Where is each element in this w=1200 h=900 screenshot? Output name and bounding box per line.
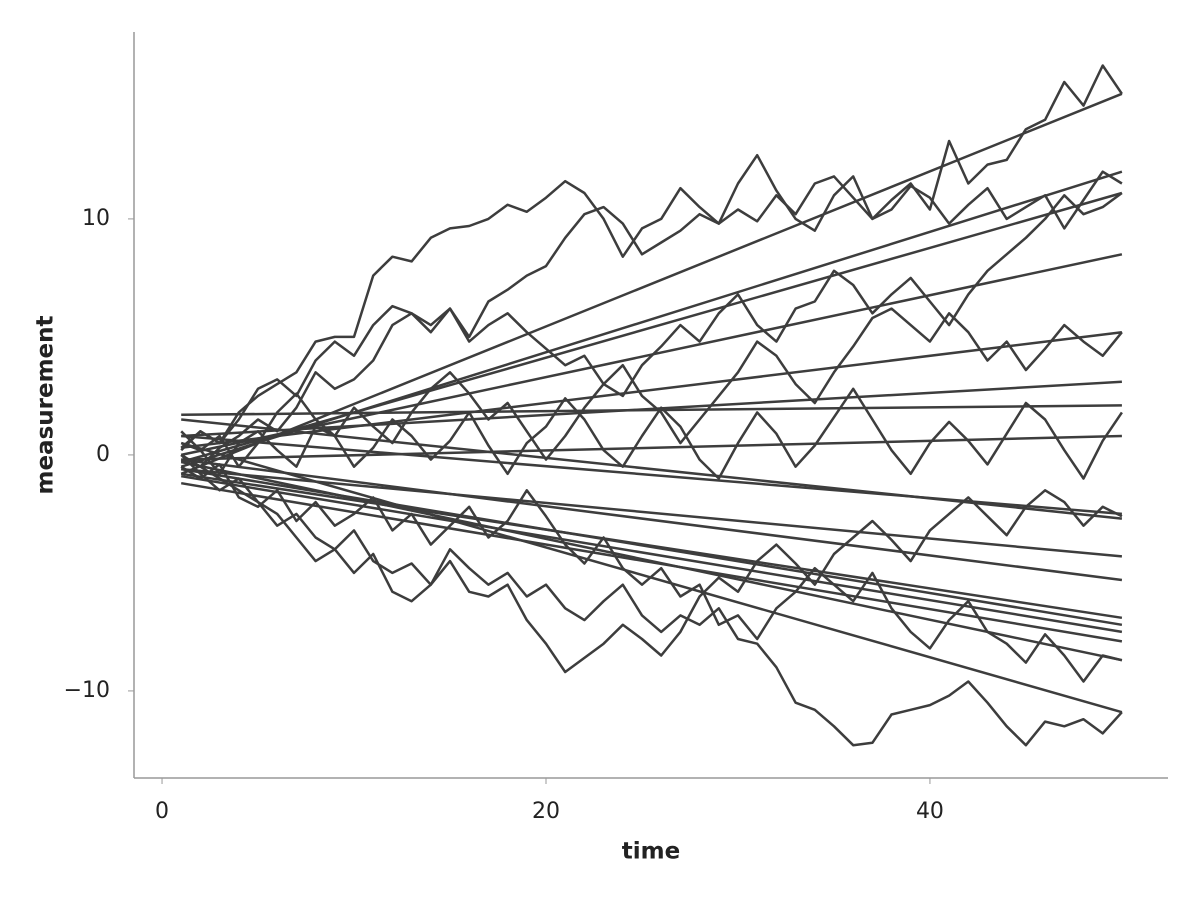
fit-line (180, 191, 1123, 464)
y-tick-label: 10 (82, 206, 110, 231)
x-tick-label: 40 (916, 799, 944, 824)
series-line (180, 170, 1123, 452)
series-line (180, 453, 1123, 747)
fit-line (181, 330, 1123, 450)
series-line (180, 191, 1123, 449)
fit-line (181, 467, 1123, 558)
fit-line (180, 92, 1123, 475)
x-axis-label: time (622, 839, 680, 865)
series-line (180, 454, 1123, 674)
x-tick-label: 20 (532, 799, 560, 824)
fit-line (181, 404, 1122, 417)
fit-line (181, 418, 1123, 520)
fit-line (180, 460, 1123, 662)
y-axis-label: measurement (33, 315, 59, 494)
fit-line (180, 474, 1123, 634)
y-tick-label: −10 (64, 678, 110, 703)
fit-line (181, 458, 1123, 582)
x-tick-label: 0 (155, 799, 169, 824)
series-line (180, 387, 1123, 480)
fit-line (181, 434, 1122, 461)
series-line (180, 463, 1123, 683)
series-line (180, 64, 1123, 468)
y-tick-label: 0 (96, 442, 110, 467)
series-line (180, 307, 1123, 468)
